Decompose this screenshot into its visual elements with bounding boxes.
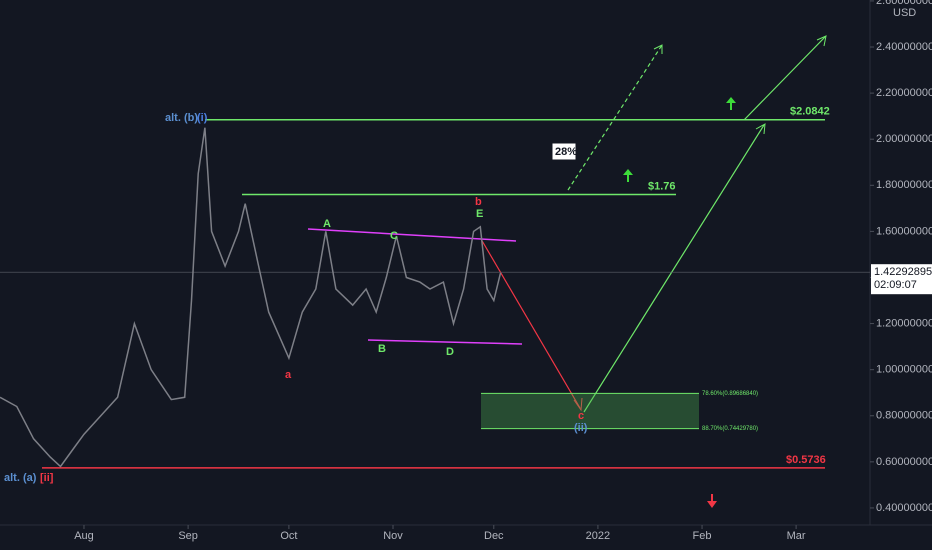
projection-arrow [480, 238, 581, 409]
annotation: (ii) [574, 422, 588, 434]
y-tick-label: 1.20000000 [876, 317, 932, 329]
up-arrow [726, 97, 736, 110]
x-tick-label: Oct [280, 530, 297, 542]
annotation: alt. (a) [4, 472, 37, 484]
x-tick-label: Sep [178, 530, 198, 542]
y-tick-label: 1.60000000 [876, 225, 932, 237]
channel-line [367, 339, 523, 345]
x-tick-label: Dec [484, 530, 504, 542]
annotation: b [475, 196, 482, 208]
annotation: B [378, 343, 386, 355]
price-line [0, 127, 502, 468]
y-tick-label: 1.80000000 [876, 179, 932, 191]
y-tick-label: 2.20000000 [876, 87, 932, 99]
x-tick-label: Mar [787, 530, 806, 542]
projection-arrow [583, 124, 765, 413]
y-tick-label: 0.80000000 [876, 410, 932, 422]
y-tick-label: 2.60000000 [876, 0, 932, 7]
annotation: a [285, 369, 292, 381]
label-box [551, 142, 577, 161]
arrow-head [755, 123, 766, 135]
dashed-arrow [567, 44, 663, 191]
price-tag-countdown: 02:09:07 [874, 279, 917, 291]
arrow-head [573, 397, 583, 412]
currency: USD [893, 7, 916, 19]
down-arrow [707, 494, 717, 508]
annotation: D [446, 346, 454, 358]
x-tick-label: Nov [383, 530, 403, 542]
fib-label: 88.70%(0.74429780) [702, 426, 758, 432]
level-label: $1.76 [648, 180, 676, 192]
price-tag-label: 1.42292895 [874, 266, 932, 278]
y-tick-label: 0.40000000 [876, 502, 932, 514]
arrow-head [816, 35, 827, 47]
annotation: 28% [555, 146, 577, 158]
arrow-head [653, 44, 663, 54]
x-tick-label: 2022 [586, 530, 610, 542]
fib-zone [481, 393, 699, 429]
level-label: $2.0842 [790, 106, 830, 118]
projection-arrow [743, 36, 826, 121]
annotation: [ii] [40, 472, 54, 484]
annotation: A [323, 218, 331, 230]
y-tick-label: 0.60000000 [876, 456, 932, 468]
up-arrow [623, 169, 633, 182]
x-tick-label: Aug [74, 530, 94, 542]
price-tag [871, 264, 932, 295]
annotation: (i) [197, 112, 208, 124]
y-tick-label: 2.40000000 [876, 41, 932, 53]
fib-label: 78.60%(0.89686840) [702, 391, 758, 397]
level-label: $0.5736 [786, 454, 826, 466]
x-tick-label: Feb [693, 530, 712, 542]
annotation: alt. (b) [165, 112, 198, 124]
annotation: c [578, 410, 584, 422]
y-tick-label: 1.00000000 [876, 364, 932, 376]
y-tick-label: 2.00000000 [876, 133, 932, 145]
annotation: C [390, 230, 398, 242]
annotation: E [476, 208, 483, 220]
